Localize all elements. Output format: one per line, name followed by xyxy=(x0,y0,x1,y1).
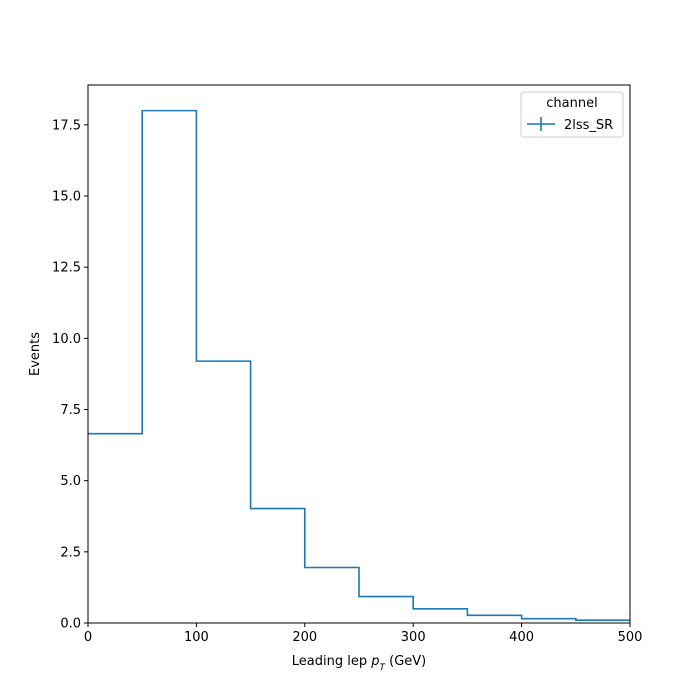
axes-frame xyxy=(87,84,631,624)
y-tick-label: 17.5 xyxy=(52,118,81,133)
x-tick-label: 400 xyxy=(509,630,534,645)
y-tick-label: 0.0 xyxy=(60,617,81,632)
plot-area xyxy=(88,109,630,621)
y-axis-ticks: 0.0 2.5 5.0 7.5 10.0 12.5 15.0 17.5 xyxy=(52,118,88,632)
legend: channel 2lss_SR xyxy=(520,91,624,138)
y-axis-label: Events xyxy=(28,332,43,376)
legend-series-label: 2lss_SR xyxy=(564,118,613,133)
y-tick-label: 15.0 xyxy=(52,190,81,205)
x-tick-label: 500 xyxy=(618,630,643,645)
x-tick-label: 300 xyxy=(401,630,426,645)
x-tick-label: 100 xyxy=(184,630,209,645)
legend-title: channel xyxy=(546,96,597,111)
x-axis-ticks: 0 100 200 300 400 500 xyxy=(84,623,643,645)
y-tick-label: 10.0 xyxy=(52,332,81,347)
y-tick-label: 5.0 xyxy=(60,474,81,489)
y-tick-label: 12.5 xyxy=(52,261,81,276)
y-tick-label: 2.5 xyxy=(60,545,81,560)
x-tick-label: 200 xyxy=(292,630,317,645)
histogram-series-0 xyxy=(88,109,630,621)
x-tick-label: 0 xyxy=(84,630,92,645)
x-axis-label: Leading lep pT (GeV) xyxy=(292,654,426,673)
y-tick-label: 7.5 xyxy=(60,403,81,418)
legend-box xyxy=(520,91,624,138)
